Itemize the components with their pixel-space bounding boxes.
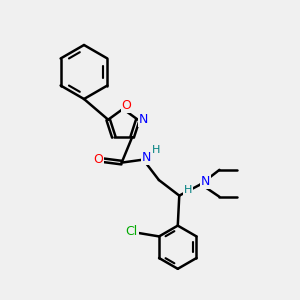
Text: N: N — [201, 175, 210, 188]
Text: Cl: Cl — [125, 225, 138, 238]
Text: O: O — [122, 99, 131, 112]
Text: N: N — [142, 151, 152, 164]
Text: H: H — [152, 145, 160, 155]
Text: N: N — [139, 113, 148, 126]
Text: H: H — [184, 184, 193, 195]
Text: O: O — [93, 152, 103, 166]
